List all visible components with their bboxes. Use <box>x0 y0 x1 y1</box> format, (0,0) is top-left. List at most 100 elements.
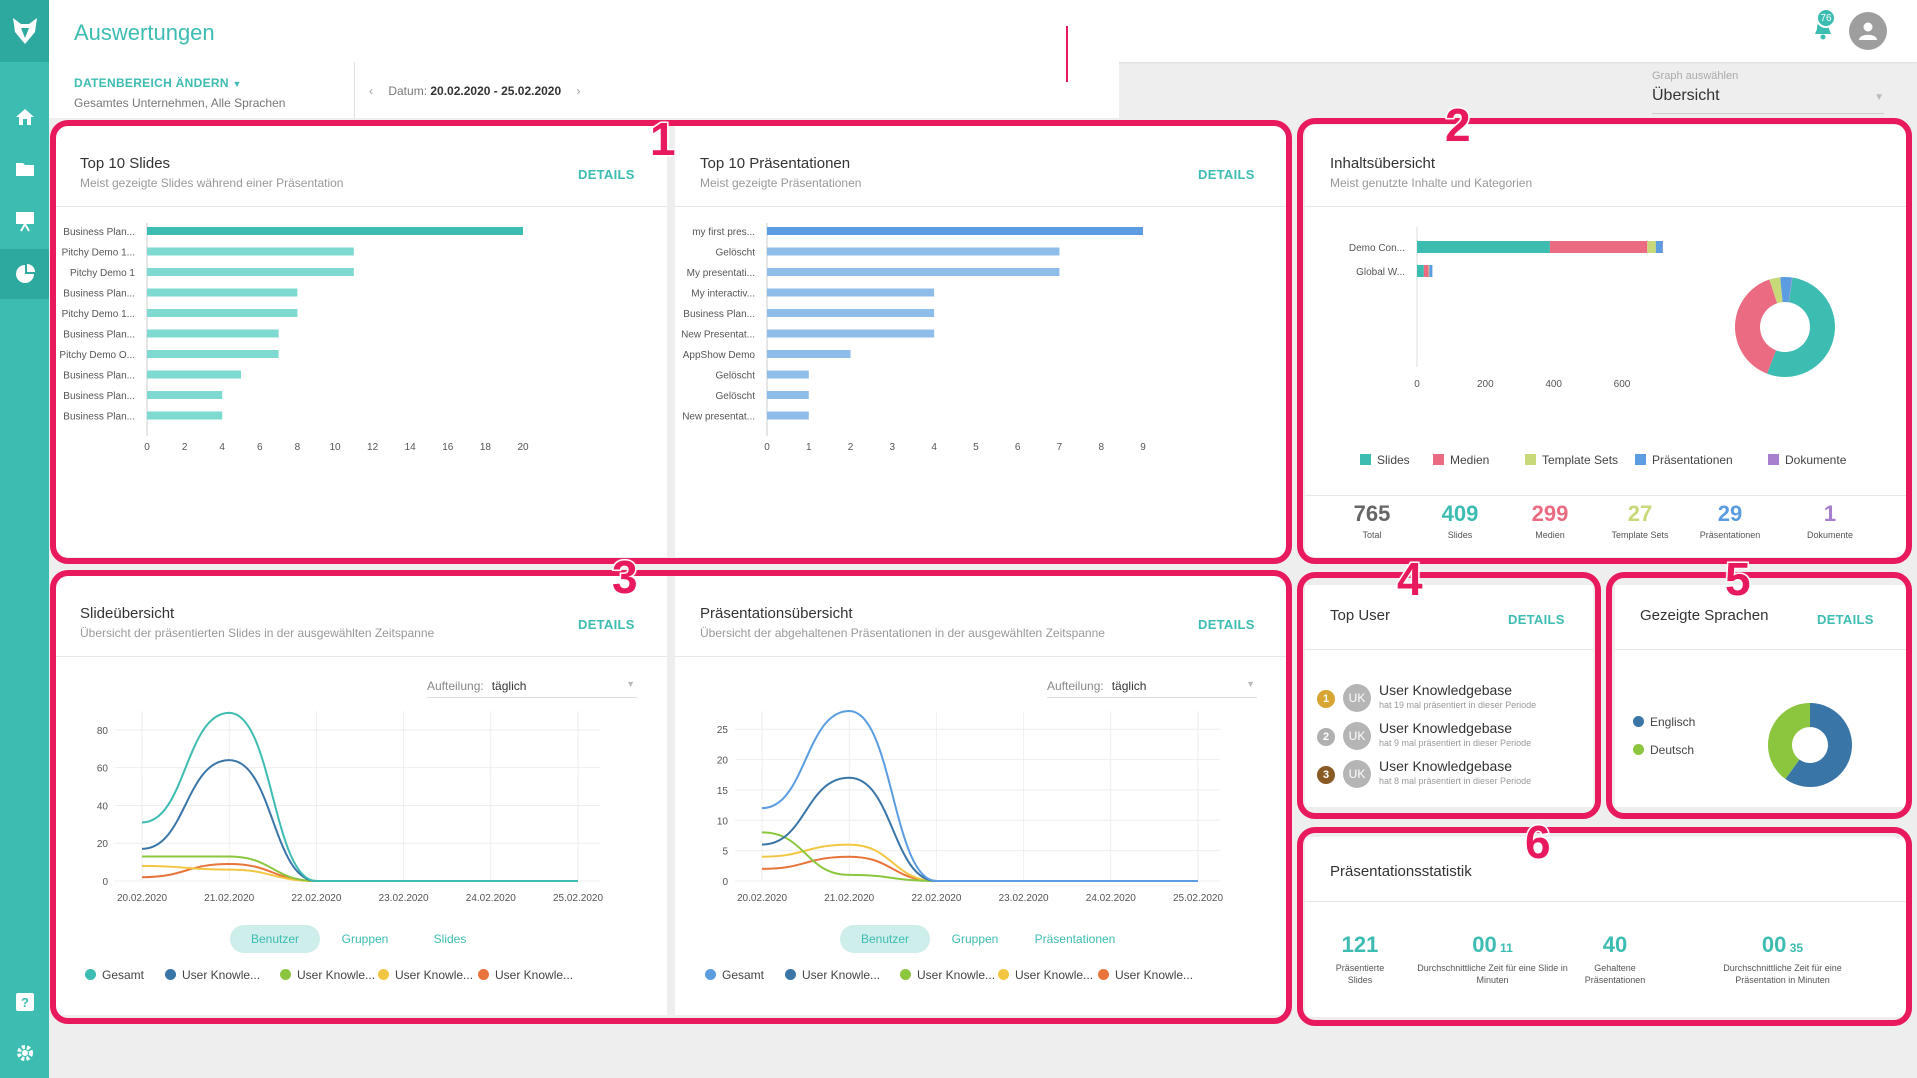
logo[interactable] <box>0 0 49 62</box>
x-tick-label: 4 <box>931 442 937 453</box>
nav-files[interactable] <box>0 144 49 194</box>
donut-slice <box>1769 277 1783 304</box>
legend-label: User Knowle... <box>917 968 996 982</box>
nav-presentations[interactable] <box>0 196 49 246</box>
x-tick-label: 25.02.2020 <box>553 893 603 904</box>
user-row[interactable]: 2 UK User Knowledgebase hat 9 mal präsentie… <box>1317 720 1557 754</box>
user-row[interactable]: 1 UK User Knowledgebase hat 19 mal präsenti… <box>1317 682 1557 716</box>
user-avatar[interactable] <box>1849 12 1887 50</box>
bar <box>147 350 279 358</box>
tab-groups[interactable]: Gruppen <box>951 932 999 946</box>
bar-chart-top-presentations: 0 1 2 3 4 5 6 7 8 9 my first pres... Gelöscht My pre… <box>681 223 1146 453</box>
stat-item: 121 Präsentierte Slides <box>1325 932 1395 986</box>
details-button[interactable]: DETAILS <box>1198 167 1255 182</box>
x-tick-label: 2 <box>848 442 854 453</box>
series-line <box>141 711 578 882</box>
bar <box>767 288 935 297</box>
help-icon: ? <box>15 993 34 1011</box>
legend-label: Präsentationen <box>1652 453 1733 467</box>
date-value: 20.02.2020 - 25.02.2020 <box>430 84 562 98</box>
x-tick-label: 600 <box>1614 379 1631 390</box>
card-title: Top 10 Präsentationen <box>700 155 851 172</box>
date-range-filter[interactable]: DATENBEREICH ÄNDERN ▼ Gesamtes Unternehm… <box>74 76 285 110</box>
chevron-down-icon: ▼ <box>1874 92 1884 103</box>
stat-unit: 35 <box>1786 941 1804 955</box>
divider <box>1615 649 1907 650</box>
fox-logo-icon <box>12 18 37 44</box>
legend-item: User Knowle... <box>998 968 1093 982</box>
legend-swatch <box>1633 744 1644 755</box>
stat-item: 409 Slides <box>1415 501 1505 541</box>
card-slide-overview: Slideübersicht Übersicht der präsentiert… <box>55 575 667 1015</box>
stat-label: Durchschnittliche Zeit für eine Slide in… <box>1417 963 1568 985</box>
chart-legend: Gesamt User Knowle... User Knowle... User K… <box>55 968 667 988</box>
x-tick-label: 9 <box>1140 442 1146 453</box>
x-tick-label: 10 <box>329 442 341 453</box>
y-tick-label: My interactiv... <box>691 289 755 300</box>
y-tick-label: 80 <box>97 726 109 737</box>
donut-slice <box>1767 277 1835 377</box>
legend-item: Englisch <box>1633 715 1695 729</box>
stat-value: 121 <box>1341 932 1379 957</box>
nav-analytics[interactable] <box>0 249 49 299</box>
split-label: Aufteilung: <box>427 679 484 693</box>
y-tick-label: Pitchy Demo 1... <box>62 309 135 320</box>
nav-help[interactable]: ? <box>0 977 49 1027</box>
x-tick-label: 4 <box>219 442 225 453</box>
user-icon <box>1859 22 1877 40</box>
rank-badge: 1 <box>1317 690 1335 708</box>
x-tick-label: 24.02.2020 <box>1086 893 1136 904</box>
chevron-right-icon[interactable]: › <box>576 84 581 98</box>
pie-chart-icon <box>15 264 35 283</box>
legend-label: User Knowle... <box>802 968 881 982</box>
split-value: täglich <box>1111 679 1147 693</box>
tab-slides[interactable]: Slides <box>433 932 467 946</box>
legend-item: Template Sets <box>1525 453 1618 467</box>
tab-presentations[interactable]: Präsentationen <box>1034 932 1116 946</box>
card-top-slides: Top 10 Slides Meist gezeigte Slides währ… <box>55 125 667 557</box>
legend-item: Gesamt <box>705 968 764 982</box>
stat-value: 299 <box>1531 501 1569 526</box>
split-select[interactable]: Aufteilung: täglich ▼ <box>427 679 637 698</box>
tab-groups[interactable]: Gruppen <box>341 932 389 946</box>
stat-label: Dokumente <box>1806 530 1854 540</box>
details-button[interactable]: DETAILS <box>1198 617 1255 632</box>
donut-slice <box>1780 277 1793 303</box>
user-row[interactable]: 3 UK User Knowledgebase hat 8 mal präsentie… <box>1317 758 1557 792</box>
card-content-overview: Inhaltsübersicht Meist genutzte Inhalte … <box>1305 125 1907 557</box>
content-stats: 765 Total 409 Slides 299 Medien 27 Template Set… <box>1305 501 1907 557</box>
page-title: Auswertungen <box>74 20 215 45</box>
chevron-left-icon[interactable]: ‹ <box>369 84 373 98</box>
y-tick-label: Global W... <box>1356 267 1405 278</box>
tab-users[interactable]: Benutzer <box>230 925 320 953</box>
sidebar: ? <box>0 0 49 1078</box>
donut-slice <box>1788 277 1793 303</box>
card-languages: Gezeigte Sprachen DETAILS Englisch Deutsc… <box>1615 585 1907 807</box>
annotation-line <box>1066 26 1068 82</box>
nav-settings[interactable] <box>0 1028 49 1078</box>
y-tick-label: Gelöscht <box>716 391 756 402</box>
bar <box>147 247 354 256</box>
details-button[interactable]: DETAILS <box>1817 612 1874 627</box>
details-button[interactable]: DETAILS <box>1508 612 1565 627</box>
x-tick-label: 2 <box>182 442 188 453</box>
split-select[interactable]: Aufteilung: täglich ▼ <box>1047 679 1257 698</box>
bar <box>767 227 1143 235</box>
divider <box>1305 649 1593 650</box>
bar <box>147 329 279 338</box>
details-button[interactable]: DETAILS <box>578 617 635 632</box>
tab-users[interactable]: Benutzer <box>840 925 930 953</box>
nav-home[interactable] <box>0 92 49 142</box>
bar-segment <box>1647 241 1656 253</box>
legend-swatch <box>478 969 489 980</box>
user-note: hat 19 mal präsentiert in dieser Periode <box>1379 700 1537 710</box>
x-tick-label: 18 <box>480 442 492 453</box>
graph-select[interactable]: Graph auswählen Übersicht ▼ <box>1652 70 1884 114</box>
legend-swatch <box>785 969 796 980</box>
card-subtitle: Übersicht der abgehaltenen Präsentatione… <box>700 626 1105 640</box>
details-button[interactable]: DETAILS <box>578 167 635 182</box>
y-tick-label: 10 <box>717 816 729 827</box>
stacked-bar-chart-content: 0 200 400 600 Demo Con... Global W... <box>1349 227 1835 390</box>
legend-label: User Knowle... <box>1015 968 1094 982</box>
stat-label: Präsentierte Slides <box>1335 963 1385 985</box>
